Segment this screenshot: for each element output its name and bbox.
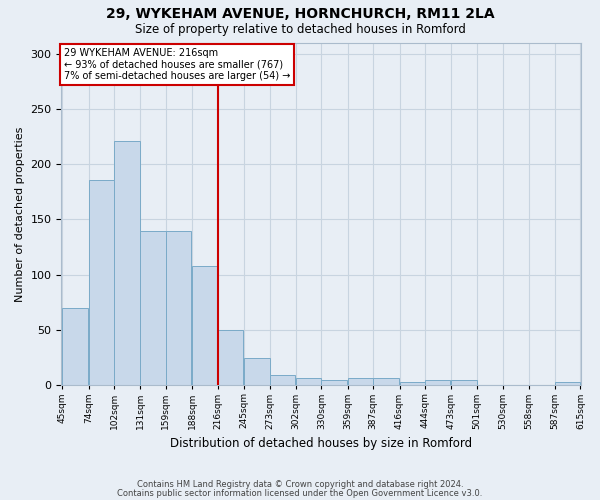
Text: 29, WYKEHAM AVENUE, HORNCHURCH, RM11 2LA: 29, WYKEHAM AVENUE, HORNCHURCH, RM11 2LA xyxy=(106,8,494,22)
Text: Contains HM Land Registry data © Crown copyright and database right 2024.: Contains HM Land Registry data © Crown c… xyxy=(137,480,463,489)
Bar xyxy=(373,378,398,386)
Bar xyxy=(166,230,191,386)
Bar xyxy=(62,308,88,386)
Bar xyxy=(89,180,114,386)
Bar xyxy=(114,141,140,386)
Bar xyxy=(348,378,373,386)
Bar xyxy=(269,376,295,386)
Bar xyxy=(192,266,218,386)
Bar xyxy=(555,382,580,386)
X-axis label: Distribution of detached houses by size in Romford: Distribution of detached houses by size … xyxy=(170,437,472,450)
Bar xyxy=(425,380,451,386)
Text: Contains public sector information licensed under the Open Government Licence v3: Contains public sector information licen… xyxy=(118,488,482,498)
Text: Size of property relative to detached houses in Romford: Size of property relative to detached ho… xyxy=(134,22,466,36)
Bar xyxy=(322,380,347,386)
Bar xyxy=(451,380,477,386)
Bar xyxy=(218,330,243,386)
Bar xyxy=(244,358,269,386)
Bar xyxy=(296,378,322,386)
Y-axis label: Number of detached properties: Number of detached properties xyxy=(15,126,25,302)
Bar xyxy=(400,382,425,386)
Bar xyxy=(140,230,166,386)
Text: 29 WYKEHAM AVENUE: 216sqm
← 93% of detached houses are smaller (767)
7% of semi-: 29 WYKEHAM AVENUE: 216sqm ← 93% of detac… xyxy=(64,48,290,81)
